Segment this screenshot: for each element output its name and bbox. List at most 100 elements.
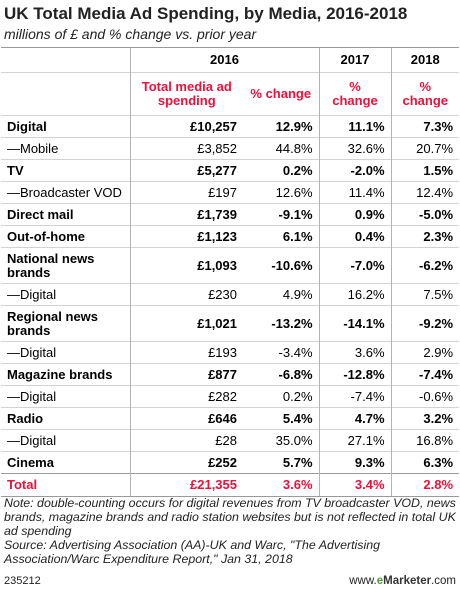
spend-2016-cell: £1,093 [129,247,243,284]
media-cell: Regional news brands [1,305,130,342]
table-row: Cinema £252 5.7% 9.3% 6.3% [1,451,460,474]
spend-2016-cell: £1,021 [129,305,243,342]
change-2016-cell: 44.8% [243,137,320,160]
spend-2016-cell: £28 [129,429,243,452]
table-row: Direct mail £1,739 -9.1% 0.9% -5.0% [1,203,460,226]
change-2017-cell: -7.0% [318,247,392,284]
media-cell: Cinema [1,451,130,474]
change-2018-cell: 7.3% [390,115,460,138]
year-2016-header: 2016 [129,47,320,73]
change-2018-cell: 2.3% [390,225,460,248]
chart-subtitle: millions of £ and % change vs. prior yea… [4,26,257,42]
spend-2016-header: Total media ad spending [129,72,243,116]
notes: Note: double-counting occurs for digital… [4,496,458,566]
source-text: Source: Advertising Association (AA)-UK … [4,538,381,566]
change-2016-cell: -6.8% [243,363,320,386]
change-2018-cell: -9.2% [390,305,460,342]
spend-2016-cell: £5,277 [129,159,243,182]
change-2017-cell: 27.1% [318,429,392,452]
change-2017-cell: 4.7% [318,407,392,430]
chart-title: UK Total Media Ad Spending, by Media, 20… [4,4,408,23]
change-2017-cell: -7.4% [318,385,392,408]
brand-e: e [376,575,384,587]
change-2018-cell: 6.3% [390,451,460,474]
change-2018-cell: 2.8% [390,473,460,497]
chart-id: 235212 [4,575,41,587]
media-cell: Radio [1,407,130,430]
change-2017-cell: 3.4% [318,473,392,497]
table-row: Out-of-home £1,123 6.1% 0.4% 2.3% [1,225,460,248]
change-2017-cell: -12.8% [318,363,392,386]
media-cell: —Digital [1,283,130,306]
emarketer-logo: www.eMarketer.com [349,575,456,587]
change-2016-cell: -13.2% [243,305,320,342]
change-2018-cell: 7.5% [390,283,460,306]
spend-2016-cell: £193 [129,341,243,364]
year-2018-header: 2018 [390,47,460,73]
spend-2016-cell: £646 [129,407,243,430]
change-2016-cell: 5.4% [243,407,320,430]
change-2017-cell: 0.9% [318,203,392,226]
table-row: Magazine brands £877 -6.8% -12.8% -7.4% [1,363,460,386]
media-cell: Direct mail [1,203,130,226]
media-cell: TV [1,159,130,182]
change-2017-header: % change [318,72,392,116]
spend-2016-cell: £21,355 [129,473,243,497]
brand-tld: .com [431,575,456,587]
media-cell: National news brands [1,247,130,284]
media-cell: —Digital [1,429,130,452]
spend-2016-cell: £3,852 [129,137,243,160]
change-2018-cell: 1.5% [390,159,460,182]
change-2017-cell: 11.4% [318,181,392,204]
change-2018-header: % change [390,72,460,116]
media-cell: Magazine brands [1,363,130,386]
change-2017-cell: -2.0% [318,159,392,182]
change-2016-cell: 12.6% [243,181,320,204]
spend-2016-cell: £230 [129,283,243,306]
spend-2016-cell: £282 [129,385,243,408]
brand-prefix: www. [349,575,377,587]
table-row: —Digital £230 4.9% 16.2% 7.5% [1,283,460,306]
change-2017-cell: 32.6% [318,137,392,160]
spend-2016-cell: £1,123 [129,225,243,248]
change-2017-cell: 16.2% [318,283,392,306]
total-row: Total £21,355 3.6% 3.4% 2.8% [1,473,460,497]
change-2018-cell: -6.2% [390,247,460,284]
year-2017-header: 2017 [318,47,392,73]
table-row: —Digital £282 0.2% -7.4% -0.6% [1,385,460,408]
change-2018-cell: 12.4% [390,181,460,204]
note-text: Note: double-counting occurs for digital… [4,496,456,538]
media-cell: —Digital [1,385,130,408]
corner-cell [1,47,130,73]
change-2017-cell: 11.1% [318,115,392,138]
table-row: National news brands £1,093 -10.6% -7.0% -6.… [1,247,460,284]
spend-2016-cell: £197 [129,181,243,204]
change-2017-cell: 9.3% [318,451,392,474]
change-2016-cell: 12.9% [243,115,320,138]
change-2018-cell: -7.4% [390,363,460,386]
media-cell: Out-of-home [1,225,130,248]
change-2016-cell: 5.7% [243,451,320,474]
change-2018-cell: 20.7% [390,137,460,160]
spend-2016-cell: £10,257 [129,115,243,138]
change-2018-cell: 2.9% [390,341,460,364]
change-2016-cell: 0.2% [243,159,320,182]
change-2016-cell: -9.1% [243,203,320,226]
change-2016-cell: 4.9% [243,283,320,306]
table-row: —Mobile £3,852 44.8% 32.6% 20.7% [1,137,460,160]
media-cell: Total [1,473,130,497]
year-header-row: 2016 2017 2018 [1,47,460,73]
brand-name: Marketer [383,575,432,587]
change-2016-cell: 0.2% [243,385,320,408]
change-2018-cell: -5.0% [390,203,460,226]
spend-2016-cell: £1,739 [129,203,243,226]
media-cell: —Broadcaster VOD [1,181,130,204]
change-2016-cell: 35.0% [243,429,320,452]
spend-2016-cell: £877 [129,363,243,386]
change-2017-cell: 3.6% [318,341,392,364]
spend-2016-cell: £252 [129,451,243,474]
change-2016-cell: -10.6% [243,247,320,284]
change-2018-cell: -0.6% [390,385,460,408]
change-2016-cell: -3.4% [243,341,320,364]
change-2016-cell: 3.6% [243,473,320,497]
